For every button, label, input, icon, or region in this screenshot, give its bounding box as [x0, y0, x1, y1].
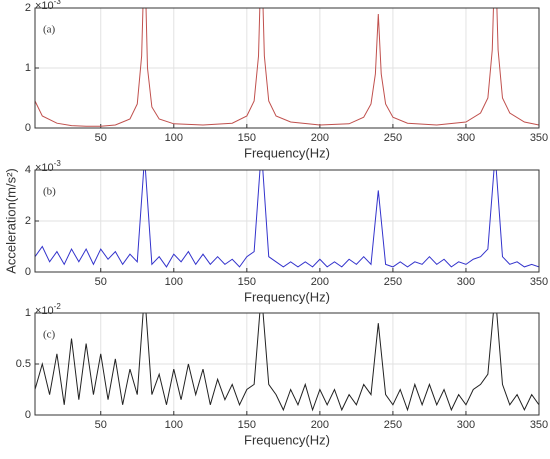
- x-tick-label: 50: [95, 276, 107, 288]
- y-exponent: ×10-3: [35, 0, 61, 12]
- x-tick-label: 150: [238, 276, 256, 288]
- panel-label: (b): [43, 186, 56, 198]
- x-tick-label: 250: [384, 419, 402, 431]
- exponent: -2: [54, 302, 62, 311]
- multiplier: ×10: [35, 162, 54, 174]
- x-tick-label: 200: [311, 419, 329, 431]
- y-tick-label: 0: [25, 266, 31, 278]
- x-tick-label: 250: [384, 132, 402, 144]
- x-tick-label: 200: [311, 276, 329, 288]
- y-tick-label: 1: [25, 307, 31, 319]
- panel: 50 100 150 200 250 300 350 0 1 2 (a) Frequency(Hz) ×…: [25, 0, 548, 160]
- data-line: [35, 170, 539, 268]
- x-tick-label: 50: [95, 419, 107, 431]
- y-tick-label: 2: [25, 2, 31, 14]
- x-tick-label: 100: [165, 419, 183, 431]
- x-tick-label: 350: [530, 419, 548, 431]
- x-tick-label: 100: [165, 276, 183, 288]
- y-tick-label: 1: [25, 62, 31, 74]
- y-tick-label: 2: [25, 215, 31, 227]
- y-exponent: ×10-3: [35, 159, 61, 174]
- y-tick-label: 4: [25, 164, 31, 176]
- y-axis-label: Acceleration(m/s²): [3, 168, 18, 273]
- x-tick-label: 350: [530, 132, 548, 144]
- x-tick-label: 300: [457, 419, 475, 431]
- x-tick-label: 300: [457, 132, 475, 144]
- x-axis-label: Frequency(Hz): [244, 432, 330, 447]
- x-axis-label: Frequency(Hz): [244, 145, 330, 160]
- plot-frame: [34, 312, 540, 416]
- data-line: [35, 313, 539, 412]
- exponent: -3: [54, 159, 62, 168]
- x-tick-label: 350: [530, 276, 548, 288]
- x-tick-label: 250: [384, 276, 402, 288]
- panel: 50 100 150 200 250 300 350 0 0.5 1 (c) Frequency(Hz…: [16, 302, 548, 447]
- plot-frame: [34, 169, 540, 273]
- x-tick-label: 200: [311, 132, 329, 144]
- x-tick-label: 150: [238, 132, 256, 144]
- x-tick-label: 150: [238, 419, 256, 431]
- x-axis-label: Frequency(Hz): [244, 289, 330, 304]
- panel-label: (c): [43, 329, 56, 341]
- x-tick-label: 50: [95, 132, 107, 144]
- panel: 50 100 150 200 250 300 350 0 2 4 (b) Frequency(Hz) ×…: [3, 159, 548, 304]
- x-tick-label: 100: [165, 132, 183, 144]
- y-tick-label: 0.5: [16, 358, 31, 370]
- exponent: -3: [54, 0, 62, 6]
- plot-frame: [34, 7, 540, 129]
- multiplier: ×10: [35, 0, 54, 12]
- multiplier: ×10: [35, 305, 54, 317]
- x-tick-label: 300: [457, 276, 475, 288]
- panel-label: (a): [43, 24, 56, 36]
- data-line: [35, 8, 539, 127]
- y-exponent: ×10-2: [35, 302, 61, 317]
- y-tick-label: 0: [25, 122, 31, 134]
- y-tick-label: 0: [25, 409, 31, 421]
